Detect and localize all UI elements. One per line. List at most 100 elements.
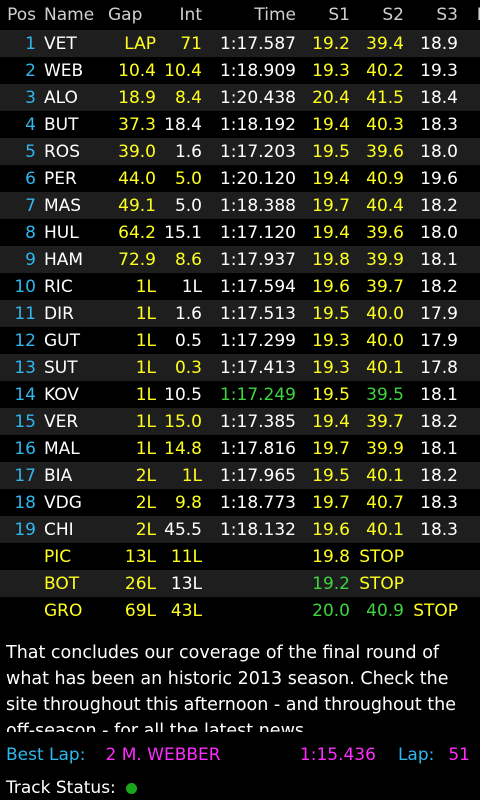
cell-s1: 19.5 — [312, 141, 350, 162]
cell-s2: STOP — [359, 546, 404, 567]
table-row[interactable]: 19 CHI 2L 45.5 1:18.132 19.6 40.1 18.33 — [0, 516, 480, 543]
table-row[interactable]: 6 PER 44.0 5.0 1:20.120 19.4 40.9 19.62 — [0, 165, 480, 192]
cell-s2: 41.5 — [366, 87, 404, 108]
best-lap-bar: Best Lap: 2 M. WEBBER 1:15.436 Lap: 51 — [6, 743, 470, 767]
best-lap-number: 51 — [448, 745, 470, 765]
header-name: Name — [44, 5, 95, 25]
cell-s2: 40.1 — [366, 465, 404, 486]
table-row[interactable]: 7 MAS 49.1 5.0 1:18.388 19.7 40.4 18.23 — [0, 192, 480, 219]
table-row[interactable]: 13 SUT 1L 0.3 1:17.413 19.3 40.1 17.83 — [0, 354, 480, 381]
cell-s1: 19.4 — [312, 222, 350, 243]
cell-s3: 17.9 — [420, 303, 458, 324]
commentary-text: That concludes our coverage of the final… — [6, 643, 456, 732]
cell-pit: 2 — [462, 304, 480, 324]
table-row[interactable]: 15 VER 1L 15.0 1:17.385 19.4 39.7 18.23 — [0, 408, 480, 435]
cell-pos: 11 — [14, 303, 36, 324]
cell-gap: LAP — [124, 33, 156, 54]
cell-s1: 19.7 — [312, 195, 350, 216]
cell-gap: 10.4 — [118, 60, 156, 81]
cell-pit: 3 — [462, 250, 480, 270]
cell-s2: 40.0 — [366, 330, 404, 351]
cell-name: WEB — [44, 60, 84, 81]
cell-time: 1:17.203 — [219, 141, 296, 162]
header-s1: S1 — [328, 5, 350, 25]
cell-time: 1:17.965 — [219, 465, 296, 486]
track-status: Track Status: — [6, 776, 137, 800]
table-body[interactable]: 1VETLAP711:17.58719.239.418.922WEB10.410… — [0, 30, 480, 624]
cell-name: MAL — [44, 438, 80, 459]
cell-pit: 2 — [462, 61, 480, 81]
cell-gap: 1L — [135, 384, 156, 405]
cell-gap: 1L — [135, 438, 156, 459]
table-header: Pos Name Gap Int Time S1 S2 S3 Pit — [0, 0, 480, 30]
table-row[interactable]: 16 MAL 1L 14.8 1:17.816 19.7 39.9 18.12 — [0, 435, 480, 462]
cell-s3: 18.0 — [420, 222, 458, 243]
cell-time: 1:17.120 — [219, 222, 296, 243]
cell-pit: 3 — [462, 358, 480, 378]
cell-pit: 2 — [462, 223, 480, 243]
cell-s3: 17.8 — [420, 357, 458, 378]
table-row[interactable]: PIC 13L 11L 19.8 STOP 1 — [0, 543, 480, 570]
cell-s3: 17.9 — [420, 330, 458, 351]
table-row[interactable]: GRO 69L 43L 20.0 40.9 STOP — [0, 597, 480, 624]
table-row[interactable]: 4 BUT 37.3 18.4 1:18.192 19.4 40.3 18.32 — [0, 111, 480, 138]
cell-name: BOT — [44, 573, 80, 594]
cell-int: 1L — [181, 465, 202, 486]
cell-s3: 19.6 — [420, 168, 458, 189]
cell-gap: 49.1 — [118, 195, 156, 216]
table-row[interactable]: 3 ALO 18.9 8.4 1:20.438 20.4 41.5 18.42 — [0, 84, 480, 111]
cell-s2: 40.0 — [366, 303, 404, 324]
cell-s2: 40.1 — [366, 357, 404, 378]
table-row[interactable]: 17 BIA 2L 1L 1:17.965 19.5 40.1 18.22 — [0, 462, 480, 489]
cell-name: ROS — [44, 141, 80, 162]
cell-s2: 39.6 — [366, 141, 404, 162]
table-row[interactable]: 5 ROS 39.0 1.6 1:17.203 19.5 39.6 18.02 — [0, 138, 480, 165]
cell-time: 1:17.513 — [219, 303, 296, 324]
header-s3: S3 — [436, 5, 458, 25]
cell-s1: 19.7 — [312, 438, 350, 459]
cell-pos: 3 — [25, 87, 36, 108]
cell-pos: 4 — [25, 114, 36, 135]
cell-gap: 2L — [135, 519, 156, 540]
cell-pos: 19 — [14, 519, 36, 540]
table-row[interactable]: 1 VET LAP 71 1:17.587 19.2 39.4 18.92 — [0, 30, 480, 57]
cell-int: 14.8 — [164, 438, 202, 459]
table-row[interactable]: 18 VDG 2L 9.8 1:18.773 19.7 40.7 18.33 — [0, 489, 480, 516]
best-lap-label: Best Lap: — [6, 745, 86, 765]
best-lap-time: 1:15.436 — [299, 745, 376, 765]
cell-time: 1:18.132 — [219, 519, 296, 540]
cell-s1: 19.4 — [312, 411, 350, 432]
cell-s1: 20.4 — [312, 87, 350, 108]
cell-int: 1.6 — [174, 141, 202, 162]
cell-pos: 15 — [14, 411, 36, 432]
cell-pit: 2 — [462, 34, 480, 54]
cell-pos: 14 — [14, 384, 36, 405]
cell-s2: 40.4 — [366, 195, 404, 216]
cell-s3: 18.2 — [420, 276, 458, 297]
table-row[interactable]: 10 RIC 1L 1L 1:17.594 19.6 39.7 18.22 — [0, 273, 480, 300]
table-row[interactable]: 8 HUL 64.2 15.1 1:17.120 19.4 39.6 18.02 — [0, 219, 480, 246]
cell-int: 1.6 — [174, 303, 202, 324]
cell-gap: 1L — [135, 357, 156, 378]
cell-time: 1:17.249 — [219, 384, 296, 405]
table-row[interactable]: BOT 26L 13L 19.2 STOP 2 — [0, 570, 480, 597]
table-row[interactable]: 9 HAM 72.9 8.6 1:17.937 19.8 39.9 18.13 — [0, 246, 480, 273]
cell-pos: 7 — [25, 195, 36, 216]
best-lap-lap-label: Lap: — [397, 745, 435, 765]
cell-pit: 2 — [462, 439, 480, 459]
cell-s2: 40.9 — [366, 168, 404, 189]
table-row[interactable]: 14 KOV 1L 10.5 1:17.249 19.5 39.5 18.12 — [0, 381, 480, 408]
cell-s3: 18.3 — [420, 492, 458, 513]
table-row[interactable]: 11 DIR 1L 1.6 1:17.513 19.5 40.0 17.92 — [0, 300, 480, 327]
cell-pos: 6 — [25, 168, 36, 189]
cell-s3: 18.1 — [420, 384, 458, 405]
cell-int: 5.0 — [174, 195, 202, 216]
cell-s3: 18.2 — [420, 465, 458, 486]
cell-s2: 40.7 — [366, 492, 404, 513]
table-row[interactable]: 12 GUT 1L 0.5 1:17.299 19.3 40.0 17.92 — [0, 327, 480, 354]
cell-s3: 18.9 — [420, 33, 458, 54]
cell-pit: 3 — [462, 196, 480, 216]
cell-gap: 1L — [135, 330, 156, 351]
cell-s2: 39.7 — [366, 411, 404, 432]
